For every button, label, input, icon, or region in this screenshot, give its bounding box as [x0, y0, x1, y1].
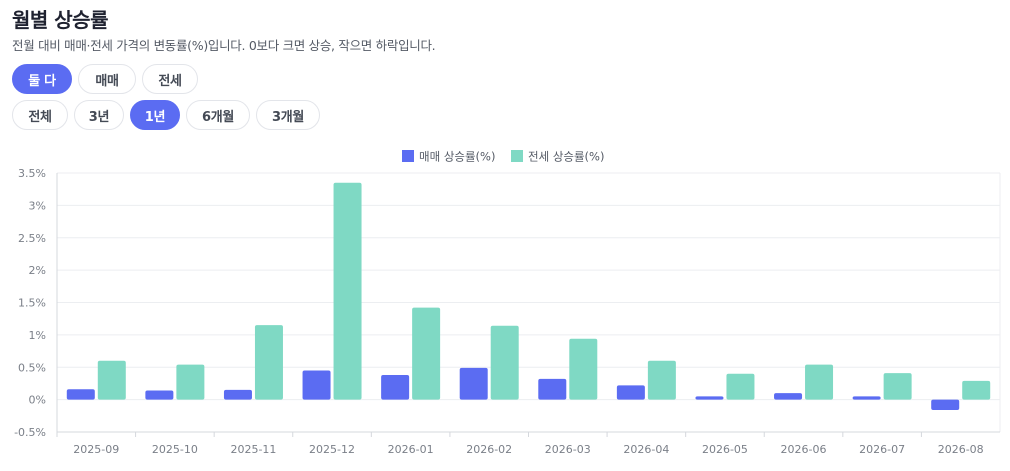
type-filter-group: 둘 다 매매 전세 [12, 64, 198, 94]
type-filter-jeonse-button[interactable]: 전세 [142, 64, 198, 94]
jeonse-bar[interactable] [962, 380, 991, 400]
jeonse-bar[interactable] [805, 364, 834, 400]
legend-label[interactable]: 전세 상승률(%) [528, 150, 604, 164]
y-tick-label: 2% [29, 264, 46, 277]
jeonse-bar[interactable] [176, 364, 205, 400]
y-tick-label: 0.5% [18, 361, 46, 374]
page-subtitle: 전월 대비 매매·전세 가격의 변동률(%)입니다. 0보다 크면 상승, 작으… [12, 38, 436, 53]
sale-bar[interactable] [695, 396, 724, 400]
period-filter-1y-button[interactable]: 1년 [130, 100, 180, 130]
y-tick-label: 1.5% [18, 297, 46, 310]
jeonse-bar[interactable] [97, 360, 126, 400]
jeonse-bar[interactable] [569, 338, 598, 400]
type-filter-sale-button[interactable]: 매매 [78, 64, 136, 94]
x-tick-label: 2025-10 [152, 443, 198, 456]
y-tick-label: 2.5% [18, 232, 46, 245]
y-tick-label: 3.5% [18, 167, 46, 180]
x-tick-label: 2026-07 [859, 443, 905, 456]
period-filter-3m-button[interactable]: 3개월 [256, 100, 320, 130]
x-tick-label: 2025-11 [230, 443, 276, 456]
sale-bar[interactable] [931, 399, 960, 410]
jeonse-bar[interactable] [490, 325, 519, 400]
legend-label[interactable]: 매매 상승률(%) [419, 150, 495, 164]
page-title: 월별 상승률 [12, 8, 108, 32]
period-filter-6m-button[interactable]: 6개월 [186, 100, 250, 130]
y-tick-label: -0.5% [14, 426, 46, 439]
jeonse-bar[interactable] [647, 360, 676, 400]
jeonse-bar[interactable] [883, 373, 912, 400]
jeonse-bar[interactable] [726, 373, 755, 400]
period-filter-all-button[interactable]: 전체 [12, 100, 68, 130]
legend-swatch[interactable] [511, 150, 523, 162]
x-tick-label: 2026-05 [702, 443, 748, 456]
chart-legend: 매매 상승률(%) 전세 상승률(%) [402, 150, 604, 164]
sale-bar[interactable] [616, 385, 645, 400]
type-filter-both-button[interactable]: 둘 다 [12, 64, 72, 94]
sale-bar[interactable] [774, 393, 803, 400]
x-tick-label: 2026-02 [466, 443, 512, 456]
period-filter-group: 전체 3년 1년 6개월 3개월 [12, 100, 320, 130]
y-tick-label: 3% [29, 199, 46, 212]
x-tick-label: 2026-03 [545, 443, 591, 456]
sale-bar[interactable] [852, 396, 881, 400]
chart-bars [66, 182, 991, 410]
sale-bar[interactable] [459, 367, 488, 400]
x-tick-label: 2026-04 [623, 443, 669, 456]
jeonse-bar[interactable] [412, 307, 441, 400]
sale-bar[interactable] [538, 378, 567, 400]
y-axis: -0.5% 0% 0.5% 1% 1.5% 2% 2.5% 3% 3.5% [14, 167, 58, 439]
period-filter-3y-button[interactable]: 3년 [74, 100, 124, 130]
sale-bar[interactable] [223, 389, 252, 400]
x-tick-label: 2026-06 [781, 443, 827, 456]
sale-bar[interactable] [302, 370, 331, 400]
sale-bar[interactable] [66, 389, 95, 400]
x-tick-label: 2025-09 [73, 443, 119, 456]
sale-bar[interactable] [381, 375, 410, 400]
jeonse-bar[interactable] [254, 325, 283, 400]
x-tick-label: 2026-08 [938, 443, 984, 456]
y-tick-label: 0% [29, 394, 46, 407]
x-tick-label: 2025-12 [309, 443, 355, 456]
x-tick-label: 2026-01 [388, 443, 434, 456]
legend-swatch[interactable] [402, 150, 414, 162]
y-tick-label: 1% [29, 329, 46, 342]
x-axis: 2025-09 2025-10 2025-11 2025-12 2026-01 2026-… [56, 431, 1000, 456]
sale-bar[interactable] [145, 390, 174, 400]
chart-grid [57, 172, 1001, 433]
jeonse-bar[interactable] [333, 182, 362, 400]
monthly-change-chart: 매매 상승률(%) 전세 상승률(%) -0.5% 0% 0.5% 1% 1.5% 2% 2.… [14, 150, 1001, 456]
